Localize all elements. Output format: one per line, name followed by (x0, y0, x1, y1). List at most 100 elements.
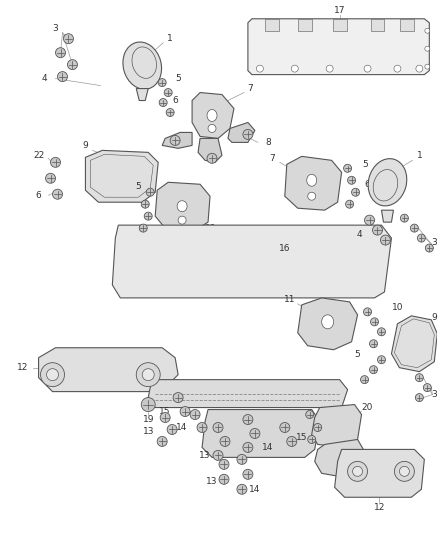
Polygon shape (335, 449, 424, 497)
Circle shape (157, 437, 167, 447)
Circle shape (141, 398, 155, 411)
Circle shape (400, 214, 408, 222)
Circle shape (139, 224, 147, 232)
Polygon shape (381, 210, 393, 222)
Text: 11: 11 (284, 295, 296, 304)
Circle shape (291, 65, 298, 72)
Circle shape (46, 173, 56, 183)
Circle shape (308, 435, 316, 443)
Text: 12: 12 (374, 503, 385, 512)
Polygon shape (90, 155, 153, 197)
Circle shape (213, 450, 223, 461)
Circle shape (360, 376, 368, 384)
Text: 6: 6 (172, 96, 178, 105)
Circle shape (410, 224, 418, 232)
Circle shape (67, 60, 78, 70)
Circle shape (424, 384, 431, 392)
Polygon shape (395, 319, 434, 368)
Circle shape (219, 474, 229, 484)
Circle shape (53, 189, 63, 199)
Text: 4: 4 (357, 230, 362, 239)
Circle shape (381, 235, 390, 245)
Circle shape (180, 407, 190, 416)
Circle shape (144, 212, 152, 220)
Polygon shape (392, 316, 437, 372)
Circle shape (370, 366, 378, 374)
Circle shape (425, 244, 433, 252)
Text: 7: 7 (247, 84, 253, 93)
Ellipse shape (123, 42, 162, 89)
Circle shape (399, 466, 410, 477)
Text: 13: 13 (142, 427, 154, 436)
Circle shape (197, 423, 207, 432)
Text: 8: 8 (265, 138, 271, 147)
Text: 1: 1 (167, 34, 173, 43)
Text: 22: 22 (33, 151, 44, 160)
Text: 12: 12 (17, 363, 28, 372)
Polygon shape (265, 19, 279, 31)
Text: 13: 13 (206, 477, 218, 486)
Polygon shape (155, 182, 210, 230)
Polygon shape (248, 19, 429, 75)
Text: 3: 3 (431, 390, 437, 399)
Text: 6: 6 (365, 180, 371, 189)
Circle shape (190, 409, 200, 419)
Ellipse shape (368, 159, 407, 206)
Circle shape (158, 78, 166, 86)
Circle shape (352, 188, 360, 196)
Circle shape (243, 442, 253, 453)
Polygon shape (298, 298, 357, 350)
Text: 9: 9 (82, 141, 88, 150)
Circle shape (237, 484, 247, 494)
Circle shape (364, 65, 371, 72)
Text: 14: 14 (177, 423, 188, 432)
Circle shape (372, 225, 382, 235)
Text: 1: 1 (417, 151, 422, 160)
Circle shape (417, 234, 425, 242)
Ellipse shape (208, 124, 216, 132)
Polygon shape (85, 150, 158, 202)
Text: 16: 16 (279, 244, 290, 253)
Polygon shape (112, 225, 392, 298)
Circle shape (141, 200, 149, 208)
Circle shape (364, 215, 374, 225)
Polygon shape (202, 409, 320, 457)
Circle shape (159, 99, 167, 107)
Text: 9: 9 (431, 313, 437, 322)
Text: 15: 15 (159, 407, 171, 416)
Circle shape (425, 64, 430, 69)
Circle shape (415, 374, 424, 382)
Circle shape (395, 462, 414, 481)
Circle shape (136, 362, 160, 386)
Circle shape (64, 34, 74, 44)
Text: 24: 24 (165, 238, 176, 247)
Circle shape (160, 413, 170, 423)
Text: 4: 4 (42, 74, 47, 83)
Circle shape (378, 328, 385, 336)
Circle shape (243, 130, 253, 140)
Polygon shape (285, 156, 342, 210)
Circle shape (46, 369, 59, 381)
Text: 17: 17 (334, 6, 346, 15)
Circle shape (343, 164, 352, 172)
Ellipse shape (178, 216, 186, 224)
Text: 21: 21 (362, 450, 373, 459)
Circle shape (166, 109, 174, 117)
Circle shape (243, 470, 253, 479)
Polygon shape (228, 123, 255, 142)
Circle shape (41, 362, 64, 386)
Circle shape (416, 65, 423, 72)
Text: 5: 5 (135, 182, 141, 191)
Text: 5: 5 (363, 160, 368, 169)
Ellipse shape (177, 201, 187, 212)
Polygon shape (148, 379, 348, 408)
Circle shape (56, 47, 66, 58)
Circle shape (50, 157, 60, 167)
Polygon shape (371, 19, 385, 31)
Text: 19: 19 (142, 415, 154, 424)
Circle shape (207, 154, 217, 163)
Circle shape (220, 437, 230, 447)
Polygon shape (198, 139, 222, 163)
Polygon shape (39, 348, 178, 392)
Text: 23: 23 (205, 224, 216, 232)
